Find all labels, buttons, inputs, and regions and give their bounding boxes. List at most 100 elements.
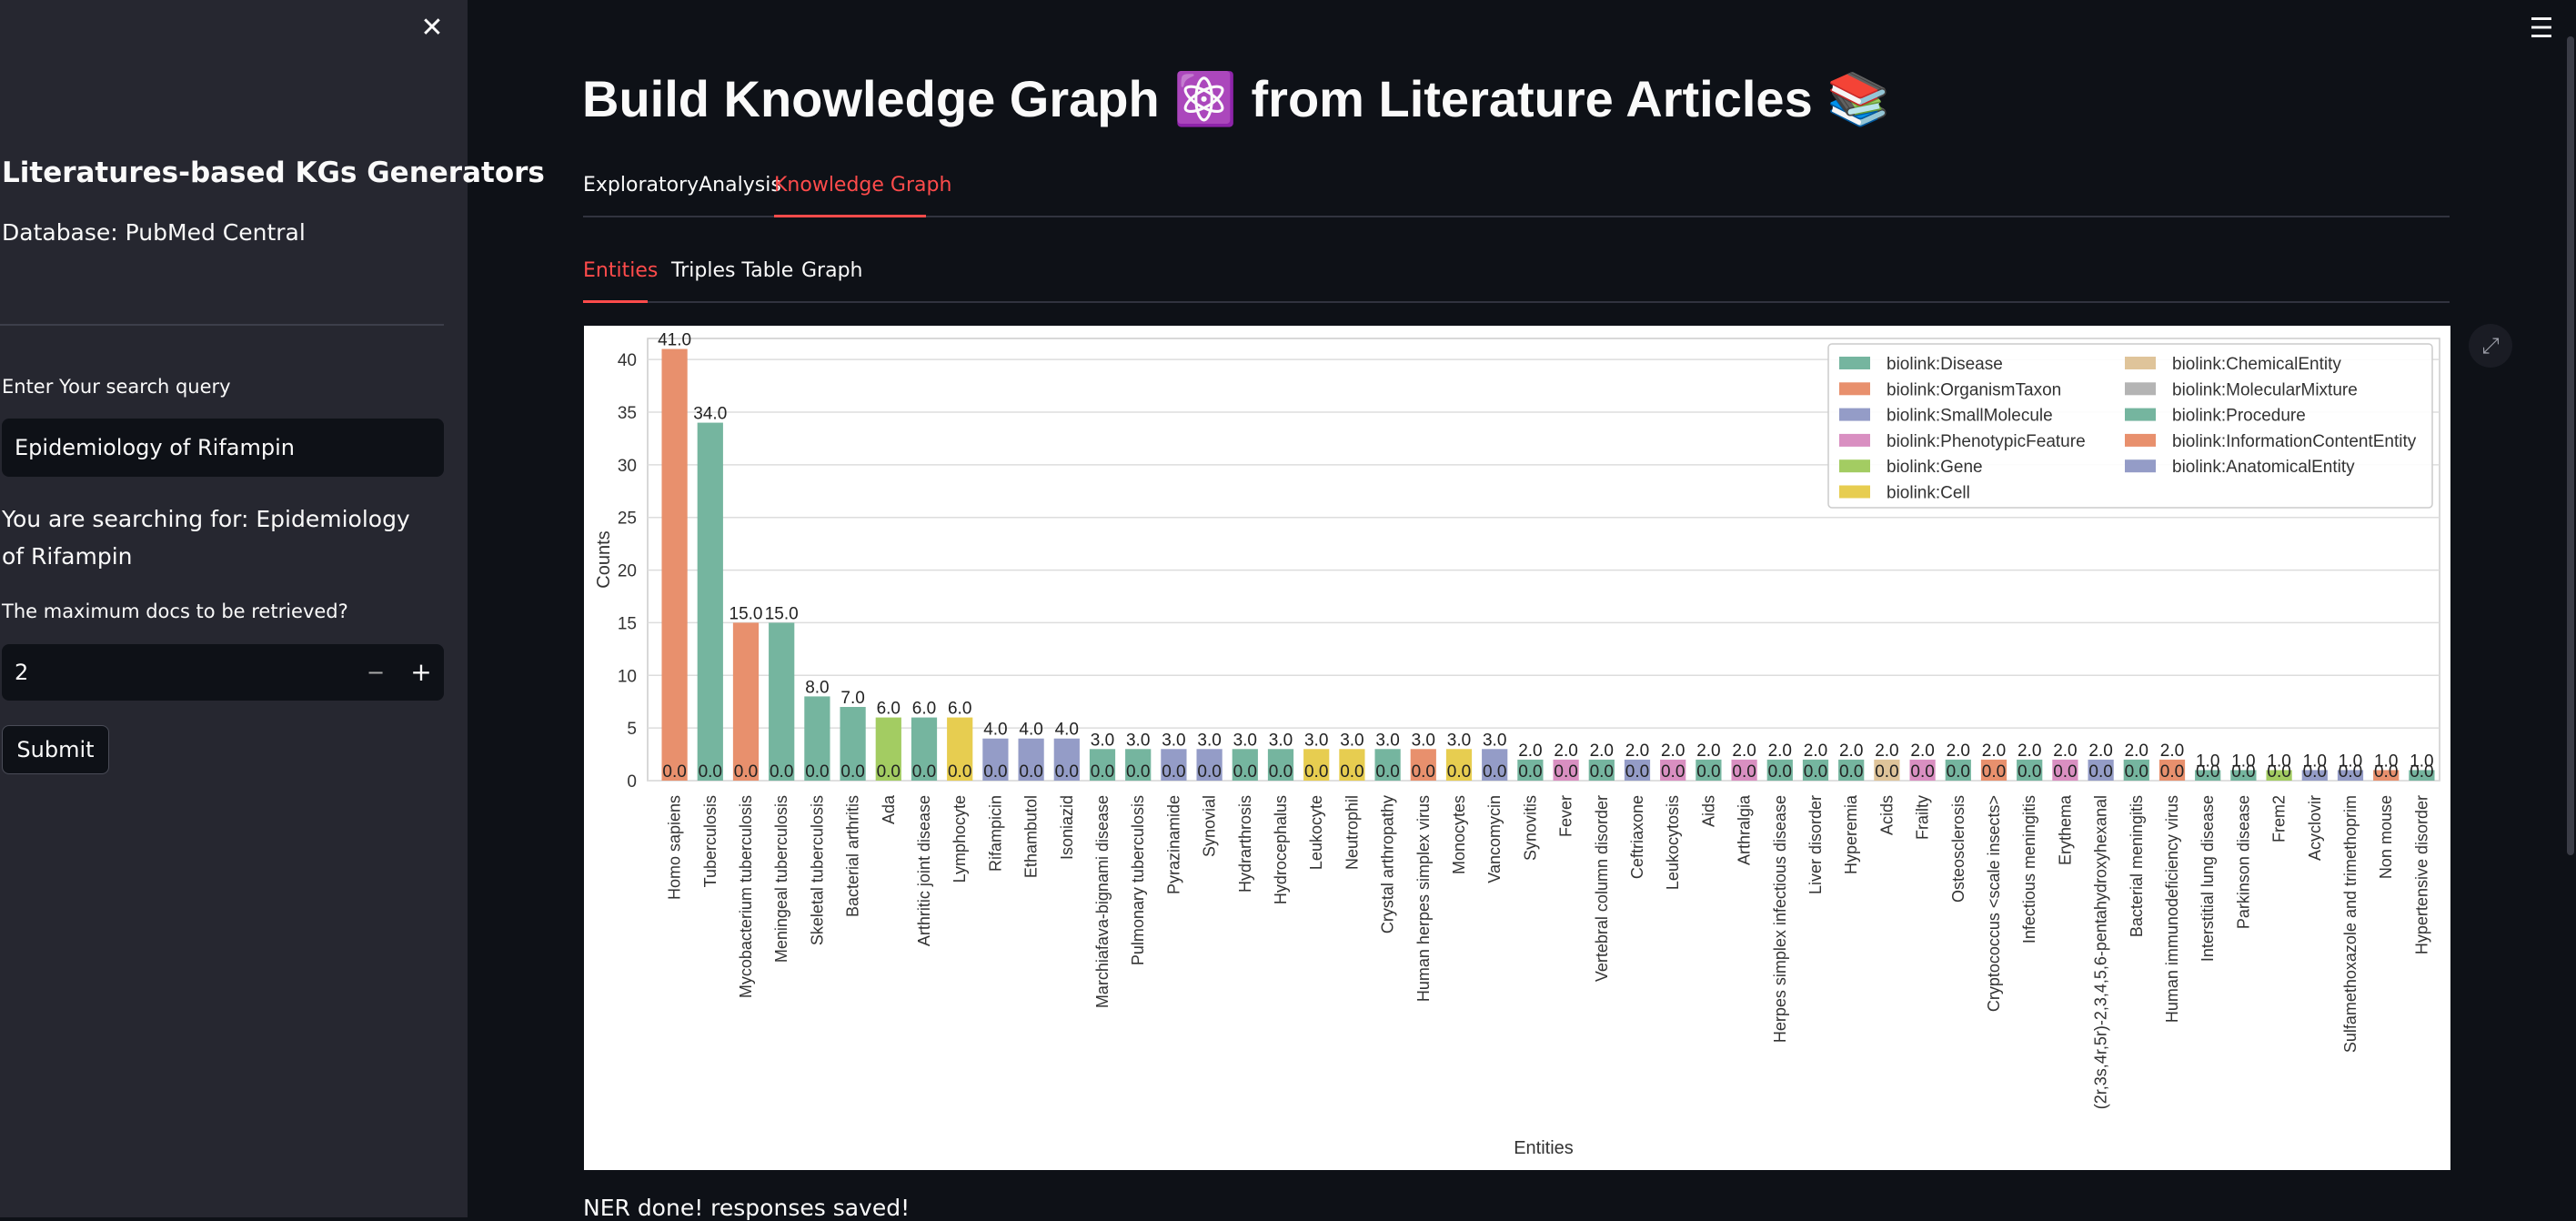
bar-zero-label: 0.0: [877, 762, 901, 782]
bar: [2158, 759, 2186, 781]
bar-value-label: 3.0: [1447, 731, 1471, 750]
x-tick-label: Isoniazid: [1058, 795, 1076, 860]
bar-zero-label: 0.0: [1162, 762, 1185, 782]
x-tick-label: Leukocyte: [1307, 795, 1325, 870]
subtab-triples-table[interactable]: Triples Table: [671, 259, 794, 282]
legend-swatch: [2125, 433, 2156, 447]
x-tick-label: (2r,3s,4r,5r)-2,3,4,5,6-pentahydroxyhexa…: [2092, 795, 2110, 1109]
x-tick-label: Frailty: [1914, 795, 1932, 840]
search-query-input[interactable]: [2, 419, 444, 477]
legend-label: biolink:InformationContentEntity: [2172, 432, 2417, 451]
bar: [982, 738, 1009, 781]
bar: [1553, 759, 1579, 781]
bar-value-label: 3.0: [1304, 731, 1328, 750]
bar-zero-label: 0.0: [948, 762, 971, 782]
bar: [947, 717, 973, 781]
close-icon[interactable]: ✕: [420, 12, 444, 44]
bar-value-label: 2.0: [1910, 742, 1934, 761]
bar: [732, 622, 760, 781]
legend-swatch: [2125, 357, 2156, 369]
y-tick-label: 10: [618, 667, 637, 686]
subtab-entities[interactable]: Entities: [583, 259, 659, 282]
x-tick-label: Hydrocephalus: [1272, 795, 1290, 904]
x-tick-label: Hypertensive disorder: [2412, 795, 2430, 954]
legend-swatch: [2125, 408, 2156, 421]
x-tick-label: Osteosclerosis: [1949, 795, 1967, 903]
bar-value-label: 3.0: [1091, 731, 1114, 750]
bar-zero-label: 0.0: [1518, 762, 1542, 782]
bar-value-label: 2.0: [1768, 742, 1792, 761]
bar: [2088, 759, 2114, 781]
subtab-graph[interactable]: Graph: [801, 259, 863, 282]
bar-zero-label: 0.0: [1269, 762, 1293, 782]
bar-zero-label: 0.0: [662, 762, 686, 782]
legend-label: biolink:ChemicalEntity: [2172, 355, 2341, 374]
bar-zero-label: 0.0: [2018, 762, 2041, 782]
bar: [1696, 759, 1722, 781]
bar-value-label: 2.0: [1590, 742, 1614, 761]
legend-swatch: [1839, 357, 1870, 369]
page-title: Build Knowledge Graph ⚛️ from Literature…: [582, 70, 1891, 127]
x-tick-label: Homo sapiens: [666, 795, 684, 900]
bar: [2052, 759, 2078, 781]
bar-zero-label: 0.0: [1304, 762, 1328, 782]
submit-button[interactable]: Submit: [2, 725, 109, 774]
bar: [1232, 749, 1258, 781]
bar-value-label: 2.0: [2053, 742, 2077, 761]
bar-zero-label: 0.0: [1590, 762, 1614, 782]
bar-value-label: 1.0: [2374, 752, 2398, 771]
bar-zero-label: 0.0: [1055, 762, 1079, 782]
bar: [1838, 759, 1865, 781]
bar: [1196, 749, 1223, 781]
x-tick-label: Arthralgia: [1736, 794, 1754, 865]
bar: [1517, 759, 1544, 781]
bar: [1410, 749, 1436, 781]
bar-zero-label: 0.0: [1625, 762, 1649, 782]
bar: [1267, 749, 1294, 781]
bar-value-label: 4.0: [983, 721, 1007, 740]
bar: [1980, 759, 2007, 781]
bar: [1909, 759, 1936, 781]
bar-zero-label: 0.0: [2410, 762, 2433, 782]
scrollbar[interactable]: [2567, 36, 2574, 855]
x-tick-label: Acids: [1877, 795, 1896, 835]
bar-zero-label: 0.0: [1375, 762, 1399, 782]
bar: [2409, 770, 2435, 781]
legend-label: biolink:SmallMolecule: [1887, 407, 2053, 426]
bar-value-label: 2.0: [1518, 742, 1542, 761]
bar-value-label: 6.0: [877, 700, 901, 719]
x-tick-label: Synovial: [1201, 795, 1219, 857]
legend-label: biolink:AnatomicalEntity: [2172, 458, 2355, 477]
bar-zero-label: 0.0: [1982, 762, 2006, 782]
bar-value-label: 2.0: [2125, 742, 2148, 761]
x-tick-label: Acyclovir: [2306, 795, 2324, 861]
hamburger-menu-icon[interactable]: ☰: [2529, 13, 2554, 45]
x-tick-label: Lymphocyte: [951, 795, 969, 883]
x-tick-label: Hydrarthrosis: [1236, 795, 1254, 893]
bar-value-label: 3.0: [1126, 731, 1150, 750]
bar-value-label: 8.0: [805, 678, 829, 697]
active-tab-indicator: [774, 215, 926, 217]
x-tick-label: Pulmonary tuberculosis: [1129, 795, 1147, 965]
bar: [2017, 759, 2043, 781]
expand-icon[interactable]: ⤢: [2469, 324, 2512, 368]
status-message: NER done! responses saved!: [583, 1195, 911, 1221]
bar-value-label: 3.0: [1197, 731, 1221, 750]
x-tick-label: Rifampicin: [986, 795, 1004, 872]
max-docs-value[interactable]: 2: [15, 660, 29, 685]
x-tick-label: Liver disorder: [1806, 795, 1825, 894]
bar: [697, 422, 723, 781]
bar-value-label: 1.0: [2339, 752, 2362, 771]
decrement-button[interactable]: −: [366, 660, 386, 685]
tab-exploratory-analysis[interactable]: ExploratoryAnalysis: [583, 174, 781, 197]
legend-label: biolink:OrganismTaxon: [1887, 380, 2061, 399]
tab-knowledge-graph[interactable]: Knowledge Graph: [774, 174, 952, 197]
bar-zero-label: 0.0: [805, 762, 829, 782]
x-tick-label: Leukocytosis: [1664, 795, 1682, 890]
chart-svg: 0 5 10 15 20 25 30 35 40 Counts 41.0 0.0 Homo sapien…: [594, 331, 2440, 1158]
x-tick-label: Bacterial meningitis: [2128, 795, 2146, 937]
searching-for-text: You are searching for: Epidemiology of R…: [2, 506, 410, 570]
increment-button[interactable]: +: [410, 657, 432, 687]
x-tick-label: Skeletal tuberculosis: [808, 795, 826, 945]
bar: [2195, 770, 2221, 781]
